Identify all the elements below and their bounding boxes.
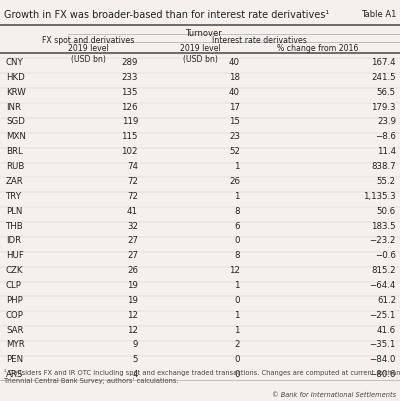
Text: −23.2: −23.2 (370, 236, 396, 245)
Text: BRL: BRL (6, 147, 23, 156)
Text: Growth in FX was broader-based than for interest rate derivatives¹: Growth in FX was broader-based than for … (4, 10, 329, 20)
Text: 126: 126 (122, 102, 138, 111)
Text: KRW: KRW (6, 87, 26, 96)
Text: 52: 52 (229, 147, 240, 156)
Text: 135: 135 (122, 87, 138, 96)
Text: 119: 119 (122, 117, 138, 126)
Text: RUB: RUB (6, 162, 24, 170)
Text: 55.2: 55.2 (377, 176, 396, 185)
Text: 241.5: 241.5 (371, 73, 396, 81)
Text: 56.5: 56.5 (377, 87, 396, 96)
Text: 19: 19 (127, 295, 138, 304)
Text: 2019 level
(USD bn): 2019 level (USD bn) (68, 44, 108, 64)
Text: 1: 1 (234, 191, 240, 200)
Text: 1: 1 (234, 310, 240, 319)
Text: 26: 26 (127, 265, 138, 274)
Text: 8: 8 (234, 251, 240, 259)
Text: 12: 12 (127, 310, 138, 319)
Text: 26: 26 (229, 176, 240, 185)
Text: 40: 40 (229, 58, 240, 67)
Text: 41: 41 (127, 206, 138, 215)
Text: 40: 40 (229, 87, 240, 96)
Text: 11.4: 11.4 (377, 147, 396, 156)
Text: 838.7: 838.7 (371, 162, 396, 170)
Text: 32: 32 (127, 221, 138, 230)
Text: 12: 12 (229, 265, 240, 274)
Text: 102: 102 (122, 147, 138, 156)
Text: 167.4: 167.4 (371, 58, 396, 67)
Text: 5: 5 (132, 354, 138, 363)
Text: HKD: HKD (6, 73, 25, 81)
Text: 9: 9 (133, 340, 138, 348)
Text: 61.2: 61.2 (377, 295, 396, 304)
Text: 17: 17 (229, 102, 240, 111)
Text: IDR: IDR (6, 236, 21, 245)
Text: 2: 2 (234, 340, 240, 348)
Text: 0: 0 (234, 236, 240, 245)
Text: 1,135.3: 1,135.3 (363, 191, 396, 200)
Text: 27: 27 (127, 236, 138, 245)
Text: 50.6: 50.6 (377, 206, 396, 215)
Text: HUF: HUF (6, 251, 24, 259)
Text: −8.6: −8.6 (375, 132, 396, 141)
Text: 15: 15 (229, 117, 240, 126)
Text: ARS: ARS (6, 369, 23, 378)
Text: 0: 0 (234, 369, 240, 378)
Text: 289: 289 (122, 58, 138, 67)
Text: 0: 0 (234, 295, 240, 304)
Text: CNY: CNY (6, 58, 24, 67)
Text: FX spot and derivatives: FX spot and derivatives (42, 36, 134, 45)
Text: 23.9: 23.9 (377, 117, 396, 126)
Text: 8: 8 (234, 206, 240, 215)
Text: −0.6: −0.6 (375, 251, 396, 259)
Text: 233: 233 (122, 73, 138, 81)
Text: 1: 1 (234, 162, 240, 170)
Text: 6: 6 (234, 221, 240, 230)
Text: 23: 23 (229, 132, 240, 141)
Text: 815.2: 815.2 (371, 265, 396, 274)
Text: Turnover: Turnover (185, 28, 221, 37)
Text: INR: INR (6, 102, 21, 111)
Text: THB: THB (6, 221, 24, 230)
Text: 4: 4 (132, 369, 138, 378)
Text: 2019 level
(USD bn): 2019 level (USD bn) (180, 44, 220, 64)
Text: 0: 0 (234, 354, 240, 363)
Text: SAR: SAR (6, 325, 24, 334)
Text: Table A1: Table A1 (361, 10, 396, 19)
Text: 12: 12 (127, 325, 138, 334)
Text: 18: 18 (229, 73, 240, 81)
Text: CLP: CLP (6, 280, 22, 289)
Text: ZAR: ZAR (6, 176, 24, 185)
Text: −25.1: −25.1 (370, 310, 396, 319)
Text: 74: 74 (127, 162, 138, 170)
Text: PEN: PEN (6, 354, 23, 363)
Text: −84.0: −84.0 (370, 354, 396, 363)
Text: 27: 27 (127, 251, 138, 259)
Text: MYR: MYR (6, 340, 25, 348)
Text: 19: 19 (127, 280, 138, 289)
Text: 1: 1 (234, 325, 240, 334)
Text: −35.1: −35.1 (370, 340, 396, 348)
Text: SGD: SGD (6, 117, 25, 126)
Text: MXN: MXN (6, 132, 26, 141)
Text: PLN: PLN (6, 206, 22, 215)
Text: CZK: CZK (6, 265, 24, 274)
Text: ¹ Considers FX and IR OTC including spot and exchange traded transactions. Chang: ¹ Considers FX and IR OTC including spot… (4, 369, 400, 383)
Text: 72: 72 (127, 176, 138, 185)
Text: 1: 1 (234, 280, 240, 289)
Text: −80.6: −80.6 (370, 369, 396, 378)
Text: 41.6: 41.6 (377, 325, 396, 334)
Text: % change from 2016: % change from 2016 (277, 44, 359, 53)
Text: 72: 72 (127, 191, 138, 200)
Text: 115: 115 (122, 132, 138, 141)
Text: −64.4: −64.4 (370, 280, 396, 289)
Text: PHP: PHP (6, 295, 23, 304)
Text: Interest rate derivatives: Interest rate derivatives (212, 36, 306, 45)
Text: 183.5: 183.5 (371, 221, 396, 230)
Text: TRY: TRY (6, 191, 22, 200)
Text: © Bank for International Settlements: © Bank for International Settlements (272, 391, 396, 397)
Text: COP: COP (6, 310, 24, 319)
Text: 179.3: 179.3 (372, 102, 396, 111)
